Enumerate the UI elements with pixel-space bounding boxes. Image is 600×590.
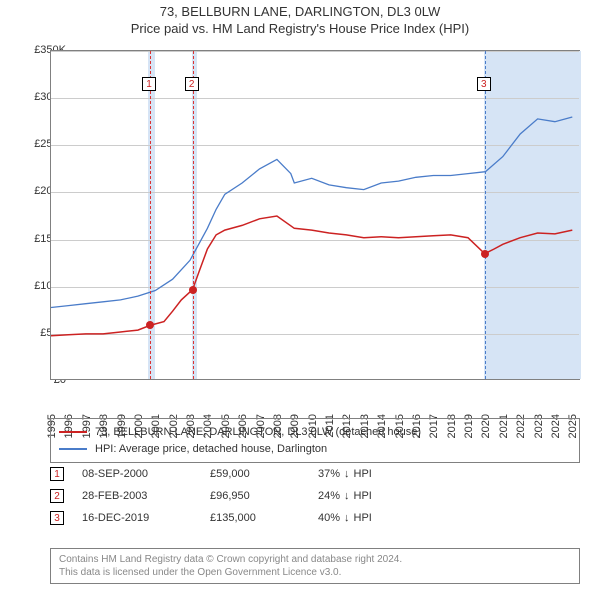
event-row-date: 28-FEB-2003 (82, 490, 192, 502)
event-marker-1: 1 (142, 77, 156, 91)
event-vline-1 (150, 51, 151, 379)
event-vline-2 (193, 51, 194, 379)
chart-plot-area: 1 2 3 (50, 50, 580, 380)
arrow-down-icon: ↓ (344, 490, 350, 502)
title-main: 73, BELLBURN LANE, DARLINGTON, DL3 0LW (0, 4, 600, 19)
event-row-date: 16-DEC-2019 (82, 512, 192, 524)
attribution-line1: Contains HM Land Registry data © Crown c… (59, 553, 571, 566)
event-marker-2: 2 (185, 77, 199, 91)
events-table: 1 08-SEP-2000 £59,000 37% ↓ HPI 2 28-FEB-2003… (50, 463, 580, 529)
title-block: 73, BELLBURN LANE, DARLINGTON, DL3 0LW P… (0, 0, 600, 36)
event-row-date: 08-SEP-2000 (82, 468, 192, 480)
event-row-hpi: 37% ↓ HPI (318, 468, 428, 480)
event-row-num: 1 (50, 467, 64, 481)
chart-container: 73, BELLBURN LANE, DARLINGTON, DL3 0LW P… (0, 0, 600, 590)
arrow-down-icon: ↓ (344, 512, 350, 524)
legend-row-price-paid: 73, BELLBURN LANE, DARLINGTON, DL3 0LW (… (59, 424, 571, 441)
legend-label-price-paid: 73, BELLBURN LANE, DARLINGTON, DL3 0LW (… (95, 424, 421, 441)
legend-row-hpi: HPI: Average price, detached house, Darl… (59, 441, 571, 458)
title-sub: Price paid vs. HM Land Registry's House … (0, 21, 600, 36)
event-dot-2 (189, 286, 197, 294)
legend-label-hpi: HPI: Average price, detached house, Darl… (95, 441, 327, 458)
event-row-price: £135,000 (210, 512, 300, 524)
series-line-hpi (51, 117, 572, 308)
event-row-num: 2 (50, 489, 64, 503)
attribution-box: Contains HM Land Registry data © Crown c… (50, 548, 580, 584)
event-row-3: 3 16-DEC-2019 £135,000 40% ↓ HPI (50, 507, 580, 529)
event-row-price: £59,000 (210, 468, 300, 480)
event-marker-3: 3 (477, 77, 491, 91)
event-dot-3 (481, 250, 489, 258)
event-row-hpi: 24% ↓ HPI (318, 490, 428, 502)
arrow-down-icon: ↓ (344, 468, 350, 480)
event-row-2: 2 28-FEB-2003 £96,950 24% ↓ HPI (50, 485, 580, 507)
event-row-price: £96,950 (210, 490, 300, 502)
event-row-num: 3 (50, 511, 64, 525)
event-row-1: 1 08-SEP-2000 £59,000 37% ↓ HPI (50, 463, 580, 485)
legend-swatch-blue (59, 448, 87, 450)
series-line-price_paid (51, 216, 572, 336)
legend-swatch-red (59, 431, 87, 433)
event-vline-3 (485, 51, 486, 379)
event-row-hpi: 40% ↓ HPI (318, 512, 428, 524)
event-dot-1 (146, 321, 154, 329)
line-series-svg (51, 51, 581, 381)
attribution-line2: This data is licensed under the Open Gov… (59, 566, 571, 579)
legend-box: 73, BELLBURN LANE, DARLINGTON, DL3 0LW (… (50, 418, 580, 463)
